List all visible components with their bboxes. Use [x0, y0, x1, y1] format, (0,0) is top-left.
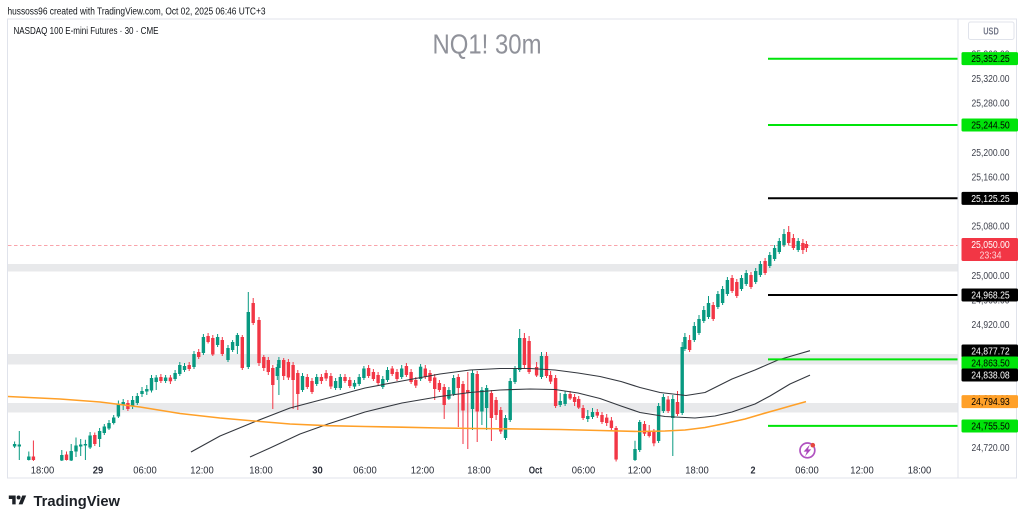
svg-text:2: 2	[751, 466, 756, 477]
svg-text:24,755.50: 24,755.50	[971, 422, 1010, 433]
svg-text:23:34: 23:34	[980, 251, 1002, 262]
svg-text:18:00: 18:00	[908, 466, 932, 477]
svg-text:18:00: 18:00	[31, 466, 55, 477]
svg-text:24,968.25: 24,968.25	[971, 290, 1010, 301]
svg-text:24,920.00: 24,920.00	[972, 320, 1010, 331]
svg-text:18:00: 18:00	[249, 466, 273, 477]
svg-text:12:00: 12:00	[628, 466, 652, 477]
svg-text:24,863.50: 24,863.50	[971, 359, 1010, 370]
svg-text:TradingView: TradingView	[34, 493, 121, 510]
svg-text:25,200.00: 25,200.00	[972, 148, 1010, 159]
svg-text:25,320.00: 25,320.00	[972, 74, 1010, 85]
svg-text:25,125.25: 25,125.25	[971, 194, 1010, 205]
svg-text:12:00: 12:00	[850, 466, 874, 477]
svg-text:24,794.93: 24,794.93	[971, 397, 1010, 408]
svg-text:06:00: 06:00	[133, 466, 157, 477]
svg-text:29: 29	[93, 466, 104, 477]
svg-text:24,877.72: 24,877.72	[971, 347, 1010, 358]
svg-text:25,050.00: 25,050.00	[971, 240, 1010, 251]
svg-text:24,838.08: 24,838.08	[971, 371, 1010, 382]
svg-text:25,080.00: 25,080.00	[972, 222, 1010, 233]
svg-text:25,352.25: 25,352.25	[971, 54, 1010, 65]
svg-text:25,244.50: 25,244.50	[971, 120, 1010, 131]
svg-text:25,160.00: 25,160.00	[972, 173, 1010, 184]
svg-text:18:00: 18:00	[467, 466, 491, 477]
svg-text:06:00: 06:00	[353, 466, 377, 477]
svg-text:25,280.00: 25,280.00	[972, 99, 1010, 110]
svg-text:USD: USD	[983, 27, 999, 38]
svg-text:hussoss96 created with Trading: hussoss96 created with TradingView.com, …	[8, 7, 266, 18]
svg-text:06:00: 06:00	[795, 466, 819, 477]
svg-text:12:00: 12:00	[190, 466, 214, 477]
svg-text:NASDAQ 100 E-mini Futures · 30: NASDAQ 100 E-mini Futures · 30 · CME	[14, 25, 159, 37]
svg-text:NQ1! 30m: NQ1! 30m	[433, 29, 542, 60]
svg-text:12:00: 12:00	[411, 466, 435, 477]
svg-text:30: 30	[312, 466, 323, 477]
svg-text:24,720.00: 24,720.00	[972, 443, 1010, 454]
svg-text:06:00: 06:00	[572, 466, 596, 477]
svg-text:Oct: Oct	[529, 466, 543, 477]
svg-text:18:00: 18:00	[685, 466, 709, 477]
svg-text:25,000.00: 25,000.00	[972, 271, 1010, 282]
